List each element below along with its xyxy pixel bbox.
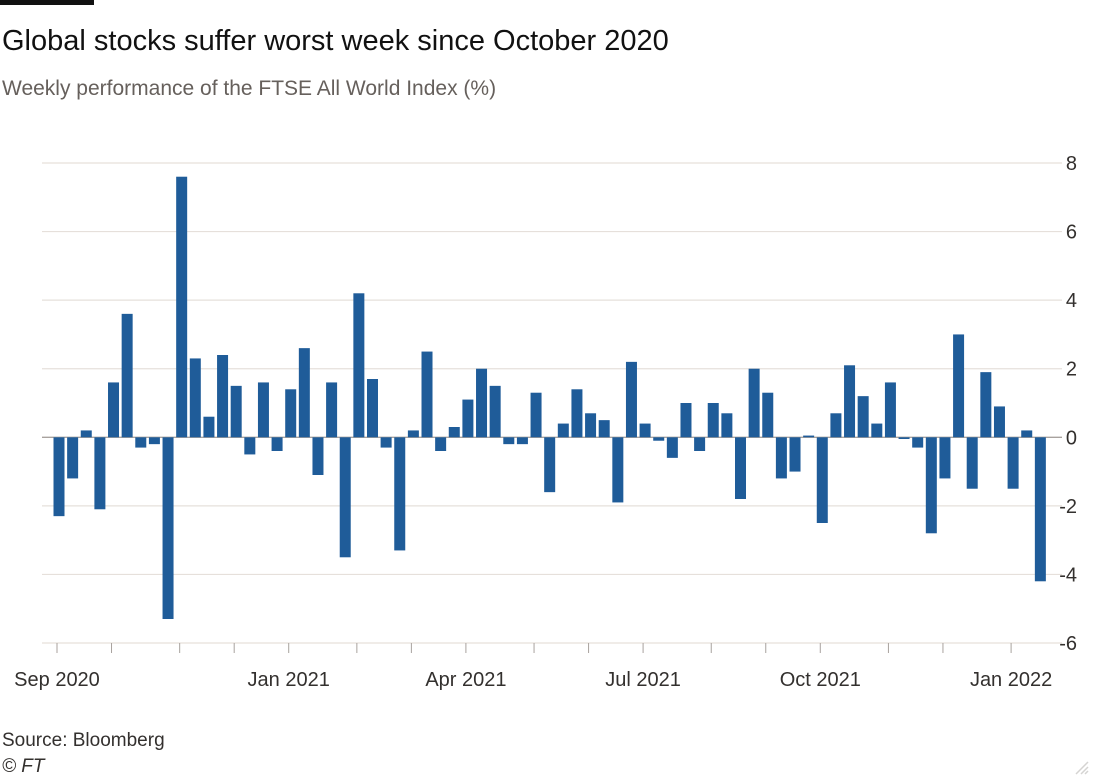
source-note: Source: Bloomberg (2, 730, 165, 751)
bar (735, 437, 746, 499)
resize-grip-icon (1075, 761, 1089, 775)
bar (571, 389, 583, 438)
bar (1007, 437, 1019, 489)
bar (53, 437, 65, 517)
y-tick-label: 4 (1066, 290, 1077, 312)
bars (53, 176, 1046, 619)
bar (953, 334, 965, 438)
bar (67, 437, 79, 479)
bar (148, 437, 160, 445)
bar (380, 437, 392, 448)
ft-credit: © FT (2, 756, 45, 777)
bar (257, 382, 269, 438)
brand-rule (0, 0, 94, 5)
bar (1034, 437, 1046, 582)
bar (394, 437, 406, 551)
y-axis: 8 6 4 2 0 -2 -4 -6 (1059, 153, 1077, 655)
bar (884, 382, 896, 438)
bar (993, 406, 1005, 438)
chart-subtitle: Weekly performance of the FTSE All World… (2, 77, 497, 100)
bar (939, 437, 951, 479)
bar (966, 437, 978, 489)
y-tick-label: 2 (1066, 359, 1077, 381)
bar (1021, 430, 1033, 438)
bar (407, 430, 419, 438)
bar (326, 382, 338, 438)
bar (121, 313, 133, 438)
bar (803, 435, 815, 438)
bar (544, 437, 556, 493)
x-axis: Sep 2020 Jan 2021 Apr 2021 Jul 2021 Oct 2021… (14, 643, 1052, 691)
bar (557, 423, 569, 438)
bar (312, 437, 324, 475)
bar (871, 423, 883, 438)
bar (217, 355, 229, 438)
bar (844, 365, 856, 438)
bar (707, 403, 719, 438)
bar (366, 379, 378, 438)
bar (435, 437, 447, 451)
bar (980, 372, 992, 438)
bar (762, 392, 774, 438)
bar (203, 416, 215, 438)
bar (298, 348, 310, 438)
bar (680, 403, 692, 438)
bar (244, 437, 256, 455)
bar (448, 427, 460, 438)
bar (925, 437, 937, 534)
bar (639, 423, 651, 438)
bar (694, 437, 706, 451)
bar (285, 389, 297, 438)
y-tick-label: -2 (1059, 496, 1077, 518)
chart-title: Global stocks suffer worst week since Oc… (2, 25, 669, 57)
bar (912, 437, 924, 448)
y-tick-label: 6 (1066, 222, 1077, 244)
x-tick-label: Jan 2021 (248, 669, 330, 691)
bar (135, 437, 147, 448)
x-tick-label: Apr 2021 (425, 669, 506, 691)
bar (612, 437, 624, 503)
bar (189, 358, 201, 438)
bar (585, 413, 597, 438)
bar (421, 351, 433, 438)
bar (353, 293, 365, 438)
y-tick-label: -6 (1059, 633, 1077, 655)
bar (816, 437, 828, 523)
bar (271, 437, 283, 451)
bar (94, 437, 106, 510)
y-tick-label: -4 (1059, 564, 1077, 586)
bar (80, 430, 92, 438)
bar (898, 437, 910, 439)
y-tick-label: 8 (1066, 153, 1077, 175)
bar (339, 437, 351, 558)
y-tick-label: 0 (1066, 427, 1077, 449)
bar (666, 437, 678, 458)
bar (721, 413, 733, 438)
bar (830, 413, 842, 438)
bar (748, 368, 760, 438)
x-tick-label: Oct 2021 (780, 669, 861, 691)
bar (789, 437, 801, 472)
bar (476, 368, 488, 438)
bar (162, 437, 174, 619)
x-tick-label: Jul 2021 (605, 669, 681, 691)
bar (230, 385, 242, 438)
x-tick-label: Jan 2022 (970, 669, 1052, 691)
bar (108, 382, 120, 438)
bar (598, 420, 610, 438)
bar (775, 437, 787, 479)
bar (503, 437, 515, 445)
bar (530, 392, 542, 438)
x-tick-label: Sep 2020 (14, 669, 100, 691)
bar (462, 399, 474, 438)
bar (857, 396, 869, 438)
bar (653, 437, 665, 441)
bar (625, 361, 637, 438)
bar (489, 385, 501, 438)
bar (176, 176, 188, 438)
bar (516, 437, 528, 445)
